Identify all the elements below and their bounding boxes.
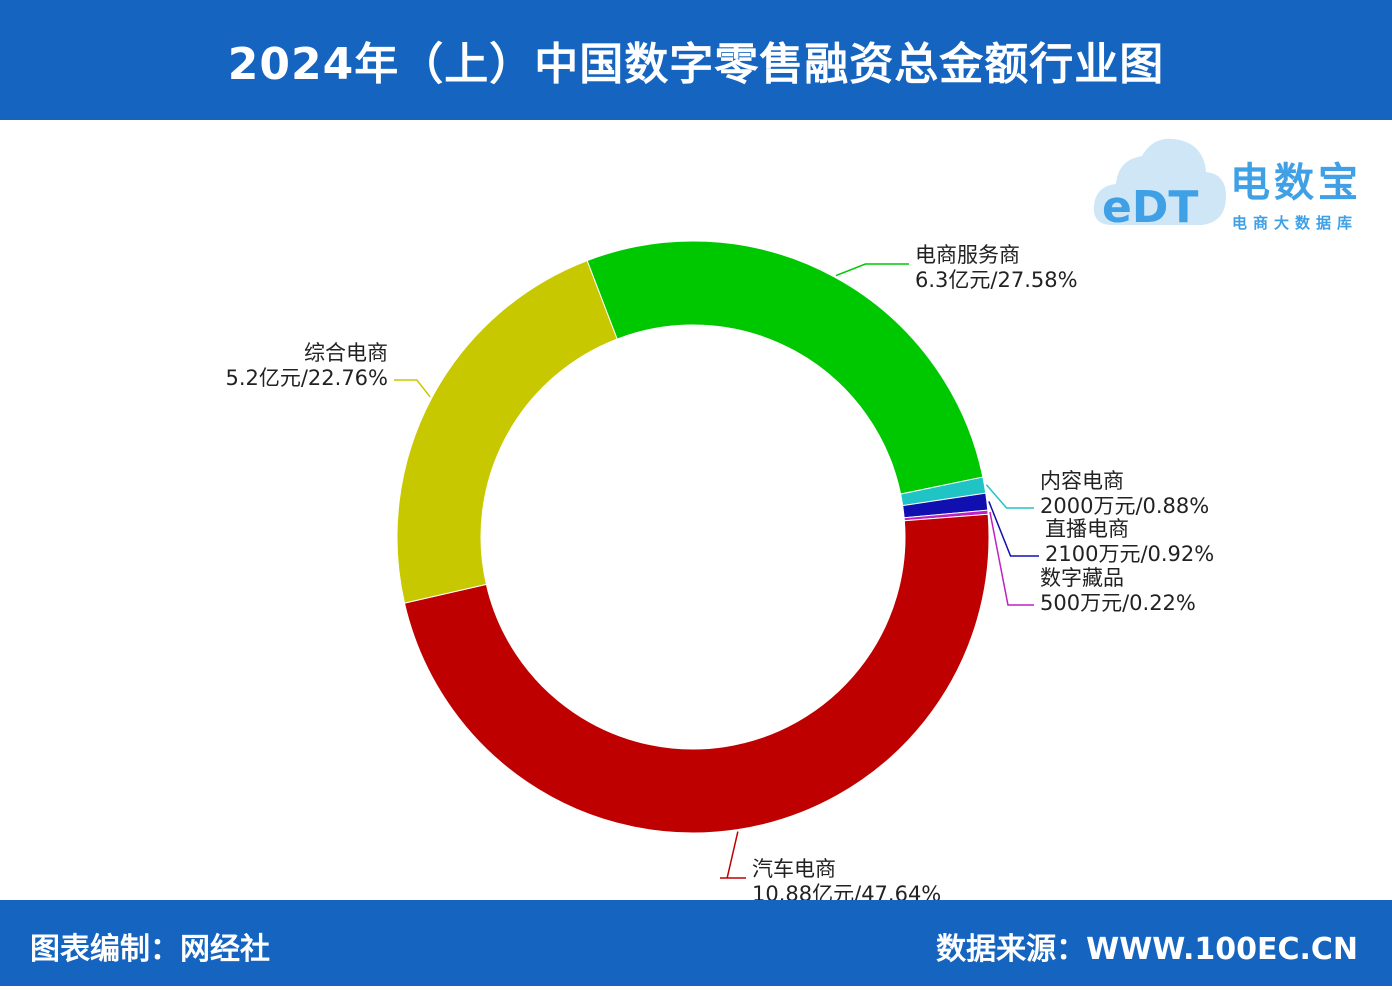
footer-bar: 图表编制：网经社 数据来源：WWW.100EC.CN — [0, 900, 1392, 986]
page-title: 2024年（上）中国数字零售融资总金额行业图 — [227, 39, 1165, 90]
logo-subtitle: 电商大数据库 — [1232, 214, 1359, 232]
slice-value-label-2: 2000万元/0.88% — [1040, 494, 1209, 518]
leader-line-4 — [989, 511, 1034, 606]
footer-source: 数据来源：WWW.100EC.CN — [936, 924, 1358, 968]
logo-brand: 电数宝 — [1230, 160, 1362, 206]
donut-slice-1 — [586, 240, 984, 495]
slice-name-label-2: 内容电商 — [1040, 469, 1124, 493]
leader-line-1 — [835, 263, 909, 277]
credit-label: 图表编制： — [30, 932, 180, 967]
leader-line-5 — [720, 831, 746, 879]
leader-line-2 — [985, 484, 1034, 509]
slice-value-label-3: 2100万元/0.92% — [1045, 542, 1214, 566]
cloud-icon: eDT — [1093, 138, 1226, 233]
leader-line-6 — [394, 379, 431, 398]
slice-value-label-1: 6.3亿元/27.58% — [915, 268, 1078, 292]
slice-name-label-4: 数字藏品 — [1040, 566, 1124, 590]
header-bar: 2024年（上）中国数字零售融资总金额行业图 — [0, 0, 1392, 120]
leader-line-3 — [988, 501, 1039, 557]
slice-name-label-5: 汽车电商 — [752, 857, 836, 881]
chart-area: 电商服务商 6.3亿元/27.58% 内容电商 2000万元/0.88% 直播电商 210… — [0, 120, 1392, 906]
edt-logo: eDT 电数宝 电商大数据库 — [1092, 130, 1382, 240]
source-label: 数据来源： — [936, 932, 1087, 967]
slice-name-label-3: 直播电商 — [1045, 517, 1129, 541]
slice-name-label-1: 电商服务商 — [915, 243, 1020, 267]
source-value: WWW.100EC.CN — [1086, 932, 1358, 967]
credit-value: 网经社 — [180, 932, 270, 967]
slice-name-label-6: 综合电商 — [304, 341, 388, 365]
slice-value-label-5: 10.88亿元/47.64% — [752, 882, 941, 900]
slice-value-label-4: 500万元/0.22% — [1040, 591, 1196, 615]
logo-mark-text: eDT — [1102, 182, 1198, 233]
donut-slice-6 — [396, 259, 618, 604]
slice-value-label-6: 5.2亿元/22.76% — [225, 366, 388, 390]
footer-credit: 图表编制：网经社 — [30, 924, 270, 968]
donut-slice-5 — [403, 513, 990, 834]
